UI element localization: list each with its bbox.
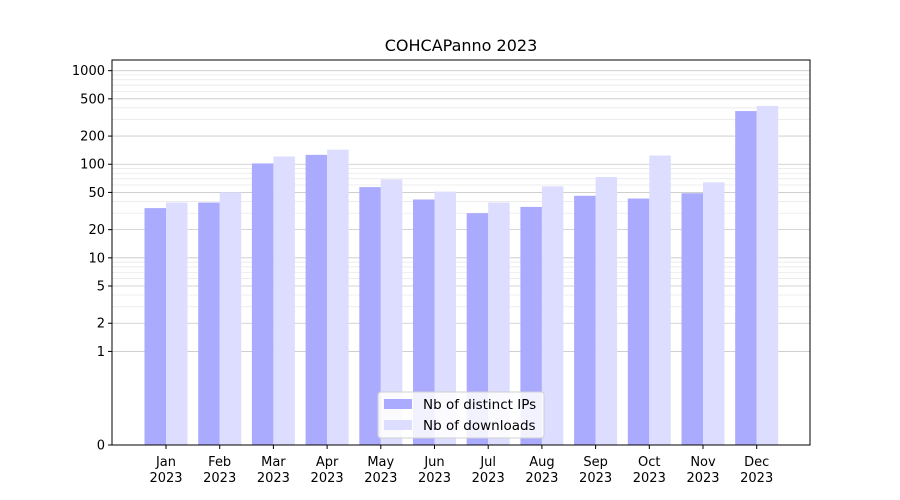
x-tick-label-year: 2023 <box>203 471 236 486</box>
bar-distinct-ips <box>574 195 596 445</box>
bars <box>144 105 779 446</box>
bar-downloads <box>434 191 456 445</box>
legend: Nb of distinct IPs Nb of downloads <box>377 391 545 439</box>
x-tick-label-year: 2023 <box>525 471 558 486</box>
y-tick-label: 500 <box>80 92 105 107</box>
y-axis: 0 1 2 5 10 20 50 100 200 500 1000 <box>72 64 112 454</box>
bar-distinct-ips <box>144 208 166 445</box>
y-tick-label: 100 <box>80 158 105 173</box>
legend-label: Nb of downloads <box>423 418 536 434</box>
y-tick-label: 1 <box>97 345 105 360</box>
x-tick-label-month: May <box>367 455 394 470</box>
x-tick-label-month: Feb <box>208 455 231 470</box>
x-axis: Jan2023Feb2023Mar2023Apr2023May2023Jun20… <box>149 445 773 486</box>
bar-downloads <box>703 182 725 445</box>
bar-distinct-ips <box>681 193 703 445</box>
bar-downloads <box>488 202 510 445</box>
bar-downloads <box>273 156 295 446</box>
x-tick-label-month: Jul <box>479 455 496 470</box>
bar-distinct-ips <box>520 206 542 445</box>
legend-label: Nb of distinct IPs <box>423 397 536 413</box>
x-tick-label-year: 2023 <box>472 471 505 486</box>
y-tick-label: 5 <box>97 280 105 295</box>
legend-swatch <box>384 399 412 409</box>
bar-downloads <box>327 149 349 445</box>
y-tick-label: 20 <box>88 223 105 238</box>
x-tick-label-month: Apr <box>316 455 339 470</box>
y-tick-label: 10 <box>88 251 105 266</box>
bar-distinct-ips <box>627 198 650 445</box>
x-tick-label-year: 2023 <box>364 471 397 486</box>
y-tick-label: 200 <box>80 130 105 145</box>
x-tick-label-month: Mar <box>261 455 286 470</box>
x-tick-label-month: Jun <box>423 455 444 470</box>
x-tick-label-month: Aug <box>529 455 554 470</box>
bar-downloads <box>166 202 188 445</box>
bar-downloads <box>541 186 564 445</box>
chart-title: COHCAPanno 2023 <box>385 36 538 55</box>
y-tick-label: 50 <box>88 186 105 201</box>
bar-downloads <box>595 177 618 446</box>
bar-downloads <box>649 155 671 445</box>
x-tick-label-month: Sep <box>583 455 608 470</box>
x-tick-label-month: Oct <box>638 455 660 470</box>
plot-frame <box>111 59 811 446</box>
bar-distinct-ips <box>413 199 435 445</box>
bar-downloads <box>756 105 779 445</box>
x-tick-label-month: Jan <box>155 455 176 470</box>
x-tick-label-year: 2023 <box>257 471 290 486</box>
x-tick-label-year: 2023 <box>633 471 666 486</box>
x-tick-label-year: 2023 <box>686 471 719 486</box>
bar-distinct-ips <box>359 187 381 445</box>
x-tick-label-year: 2023 <box>311 471 344 486</box>
bar-distinct-ips <box>198 202 220 445</box>
bar-distinct-ips <box>735 111 757 445</box>
x-tick-label-month: Dec <box>744 455 769 470</box>
legend-swatch <box>384 420 412 430</box>
x-tick-label-year: 2023 <box>740 471 773 486</box>
bar-distinct-ips <box>466 213 489 445</box>
x-tick-label-year: 2023 <box>149 471 182 486</box>
bar-distinct-ips <box>305 154 328 445</box>
bar-downloads <box>219 192 242 445</box>
bar-distinct-ips <box>251 163 274 445</box>
y-tick-label: 1000 <box>72 64 105 79</box>
x-tick-label-year: 2023 <box>418 471 451 486</box>
y-tick-label: 0 <box>97 439 105 454</box>
x-tick-label-year: 2023 <box>579 471 612 486</box>
x-tick-label-month: Nov <box>690 455 716 470</box>
bar-downloads <box>380 179 403 445</box>
y-tick-label: 2 <box>97 317 105 332</box>
legend-box <box>377 391 545 439</box>
